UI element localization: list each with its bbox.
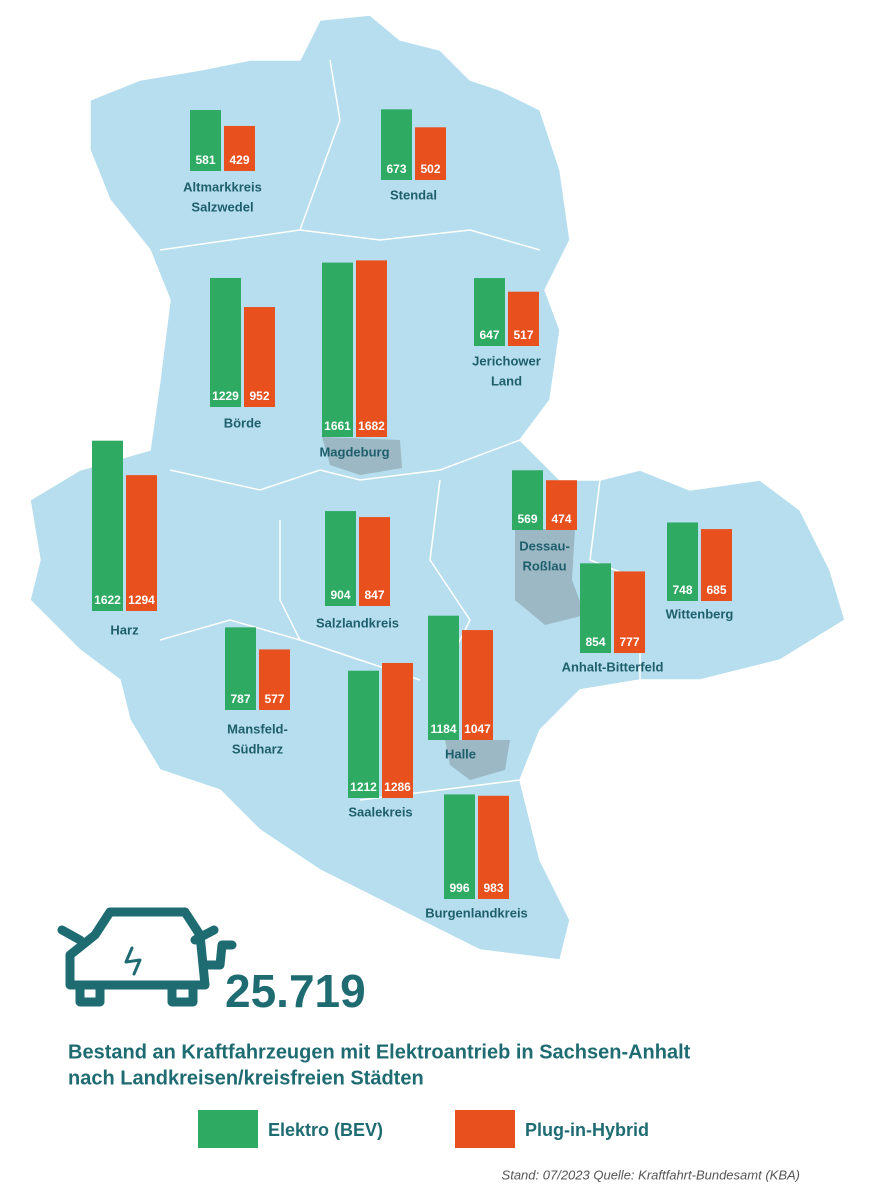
region-name: Stendal	[390, 187, 437, 202]
value-label: 577	[264, 692, 284, 706]
bar	[92, 440, 123, 611]
bar	[381, 109, 412, 180]
region-name: Land	[491, 373, 522, 388]
bar	[359, 517, 390, 606]
map-outline	[29, 14, 846, 961]
region-name: Dessau-	[519, 538, 570, 553]
region-name: Salzlandkreis	[316, 615, 399, 630]
value-label: 1294	[128, 593, 155, 607]
value-label: 685	[706, 583, 726, 597]
region-name: Mansfeld-	[227, 721, 288, 736]
bar	[210, 277, 241, 407]
district-borders	[159, 59, 641, 801]
legend-label: Elektro (BEV)	[268, 1120, 383, 1140]
city-area	[322, 437, 402, 475]
value-label: 904	[330, 588, 350, 602]
region-name: Saalekreis	[348, 804, 412, 819]
value-label: 474	[551, 512, 571, 526]
bar-groups: 581 429 Altmarkkreis Salzwedel 673 502 Stendal…	[92, 109, 733, 920]
bar	[512, 470, 543, 530]
value-label: 1047	[464, 722, 491, 736]
bar	[462, 630, 493, 740]
legend-swatch	[455, 1110, 515, 1148]
car-icon	[57, 907, 237, 1007]
region-name: Wittenberg	[666, 606, 734, 621]
region-name: Harz	[110, 622, 139, 637]
value-label: 1286	[384, 780, 411, 794]
value-label: 787	[230, 692, 250, 706]
title-line: Bestand an Kraftfahrzeugen mit Elektroan…	[68, 1041, 691, 1063]
value-label: 647	[479, 328, 499, 342]
region-name: Jerichower	[472, 353, 541, 368]
bar	[224, 125, 255, 171]
region-name: Burgenlandkreis	[425, 905, 528, 920]
value-label: 996	[449, 881, 469, 895]
city-area	[445, 740, 510, 780]
bar	[356, 260, 387, 437]
region-name: Salzwedel	[191, 199, 253, 214]
value-label: 1682	[358, 419, 385, 433]
bar	[415, 127, 446, 180]
source-note: Stand: 07/2023 Quelle: Kraftfahrt-Bundes…	[502, 1167, 800, 1182]
value-label: 777	[619, 635, 639, 649]
value-label: 1661	[324, 419, 351, 433]
bar	[428, 615, 459, 740]
value-label: 1212	[350, 780, 377, 794]
bar	[348, 670, 379, 798]
bar	[325, 511, 356, 606]
value-label: 847	[364, 588, 384, 602]
region-name: Südharz	[232, 741, 284, 756]
bar	[546, 480, 577, 530]
value-label: 517	[513, 328, 533, 342]
bar	[225, 627, 256, 710]
bar	[259, 649, 290, 710]
bar	[190, 109, 221, 171]
value-label: 429	[229, 153, 249, 167]
region-name: Roßlau	[522, 558, 566, 573]
value-label: 1184	[430, 722, 456, 736]
value-label: 569	[517, 512, 537, 526]
value-label: 502	[420, 162, 440, 176]
legend-swatch	[198, 1110, 258, 1148]
title-line: nach Landkreisen/kreisfreien Städten	[68, 1067, 424, 1089]
value-label: 1622	[94, 593, 121, 607]
legend-label: Plug-in-Hybrid	[525, 1120, 649, 1140]
region-name: Altmarkkreis	[183, 179, 262, 194]
bar	[322, 262, 353, 437]
bar	[701, 529, 732, 601]
bar	[614, 571, 645, 653]
value-label: 983	[483, 881, 503, 895]
bar	[382, 662, 413, 798]
region-name: Anhalt-Bitterfeld	[562, 659, 664, 674]
bar	[508, 291, 539, 346]
bar	[667, 522, 698, 601]
bar	[580, 563, 611, 653]
region-name: Halle	[445, 746, 476, 761]
value-label: 952	[249, 389, 269, 403]
region-name: Börde	[224, 415, 262, 430]
region-name: Magdeburg	[319, 444, 389, 459]
bar	[478, 795, 509, 899]
value-label: 1229	[212, 389, 239, 403]
legend: Elektro (BEV) Plug-in-Hybrid	[198, 1110, 649, 1148]
bar	[474, 278, 505, 346]
value-label: 748	[672, 583, 692, 597]
bar	[444, 794, 475, 899]
value-label: 673	[386, 162, 406, 176]
total-count: 25.719	[225, 965, 366, 1017]
city-area	[515, 528, 585, 625]
bar	[244, 307, 275, 407]
bar	[126, 475, 157, 611]
value-label: 854	[585, 635, 605, 649]
value-label: 581	[195, 153, 215, 167]
